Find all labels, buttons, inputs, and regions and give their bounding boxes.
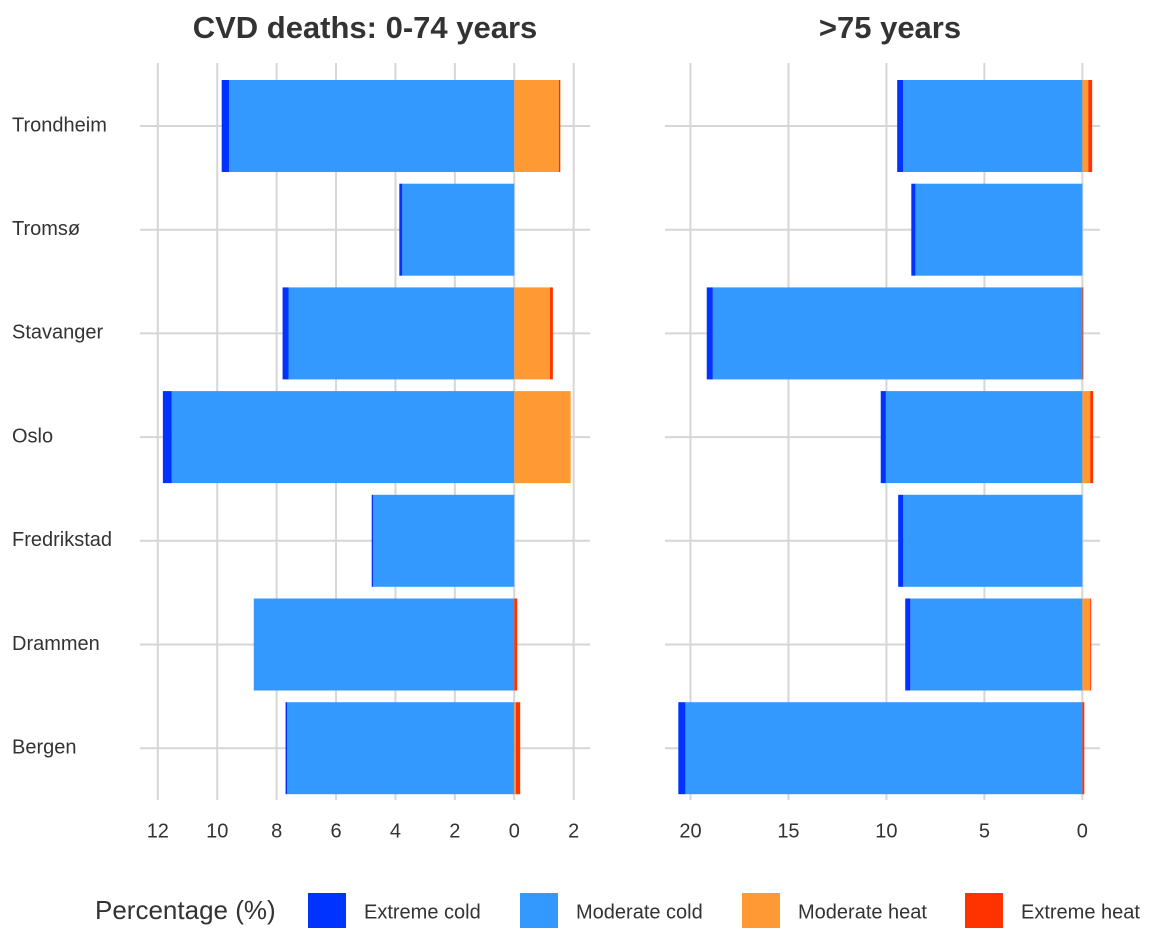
y-tick-label: Stavanger — [12, 322, 104, 344]
x-tick-label: 2 — [568, 820, 579, 842]
y-tick-label: Oslo — [12, 425, 53, 447]
bar-segment — [253, 598, 515, 691]
y-tick-label: Bergen — [12, 736, 77, 758]
bar-segment — [1088, 80, 1093, 172]
bar-segment — [905, 598, 911, 691]
x-tick-label: 15 — [777, 820, 799, 842]
bar-segment — [285, 702, 288, 795]
bar-segment — [885, 391, 1083, 484]
legend-swatch — [520, 893, 558, 928]
y-tick-label: Tromsø — [12, 218, 80, 240]
x-tick-label: 12 — [147, 820, 169, 842]
x-tick-label: 20 — [679, 820, 701, 842]
bar-segment — [171, 391, 515, 484]
bar-segment — [903, 80, 1083, 172]
bar-segment — [399, 183, 403, 276]
legend-label: Moderate heat — [798, 901, 927, 923]
bar-segment — [678, 702, 686, 795]
bar-segment — [514, 80, 559, 172]
bar-segment — [1082, 287, 1084, 380]
bar-segment — [903, 494, 1083, 587]
x-tick-label: 10 — [875, 820, 897, 842]
bar-segment — [515, 702, 521, 795]
legend-swatch — [965, 893, 1003, 928]
chart-title: >75 years — [819, 10, 961, 45]
legend-swatch — [308, 893, 346, 928]
legend-title: Percentage (%) — [95, 895, 276, 925]
bar-segment — [282, 287, 289, 380]
legend-label: Moderate cold — [576, 901, 703, 923]
bar-segment — [514, 287, 550, 380]
x-tick-label: 10 — [206, 820, 228, 842]
bar-segment — [898, 494, 904, 587]
bar-segment — [287, 702, 515, 795]
bar-segment — [911, 183, 916, 276]
bar-segment — [549, 287, 553, 380]
bar-segment — [685, 702, 1083, 795]
bar-segment — [1082, 80, 1089, 172]
y-tick-label: Drammen — [12, 633, 100, 655]
bar-segment — [915, 183, 1083, 276]
bar-segment — [514, 702, 516, 795]
legend-swatch — [742, 893, 780, 928]
bar-segment — [402, 183, 515, 276]
legend-label: Extreme heat — [1021, 901, 1140, 923]
bar-segment — [288, 287, 515, 380]
bar-segment — [880, 391, 886, 484]
bar-segment — [514, 598, 518, 691]
x-tick-label: 4 — [390, 820, 401, 842]
y-tick-label: Trondheim — [12, 114, 107, 136]
x-tick-label: 6 — [330, 820, 341, 842]
bar-segment — [712, 287, 1083, 380]
x-tick-label: 2 — [449, 820, 460, 842]
bar-segment — [162, 391, 172, 484]
bar-segment — [229, 80, 515, 172]
bar-segment — [1082, 702, 1085, 795]
y-tick-label: Fredrikstad — [12, 529, 112, 551]
x-tick-label: 0 — [1077, 820, 1088, 842]
bar-segment — [897, 80, 904, 172]
x-tick-label: 0 — [509, 820, 520, 842]
bar-segment — [514, 391, 571, 484]
bar-segment — [1090, 391, 1094, 484]
legend-label: Extreme cold — [364, 901, 481, 923]
bar-segment — [221, 80, 230, 172]
x-tick-label: 5 — [979, 820, 990, 842]
bar-segment — [371, 494, 374, 587]
bar-segment — [373, 494, 515, 587]
bar-segment — [558, 80, 561, 172]
bar-segment — [910, 598, 1083, 691]
bar-segment — [1082, 598, 1091, 691]
bar-segment — [706, 287, 713, 380]
bar-segment — [1090, 598, 1092, 691]
bar-segment — [1082, 391, 1091, 484]
chart-title: CVD deaths: 0-74 years — [193, 10, 538, 45]
x-tick-label: 8 — [271, 820, 282, 842]
